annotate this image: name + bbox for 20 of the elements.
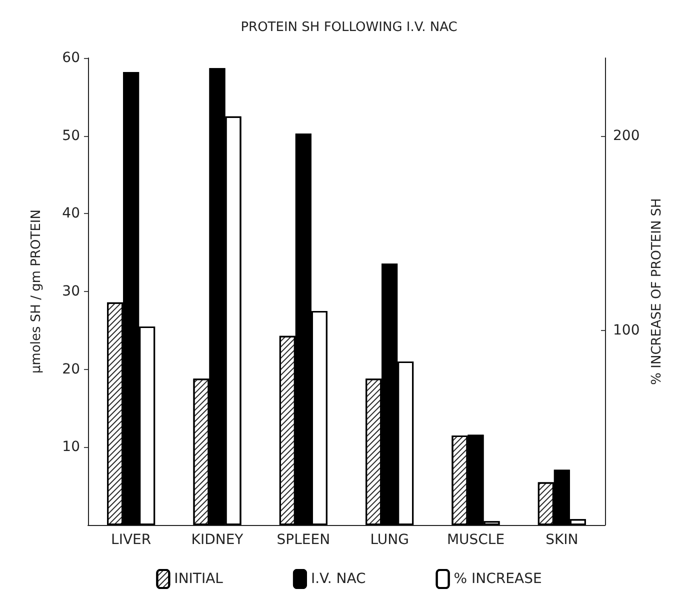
y-tick-label: 20: [62, 361, 80, 378]
y-tick-label: 40: [62, 206, 80, 222]
x-tick-label: LUNG: [370, 532, 409, 548]
legend-label: % INCREASE: [454, 571, 542, 587]
y2-tick-label: 200: [613, 128, 640, 144]
y-tick-label: 10: [62, 439, 80, 456]
x-tick-label: SKIN: [546, 532, 578, 548]
legend-label: I.V. NAC: [310, 571, 366, 587]
y-tick-label: 60: [62, 50, 80, 66]
y-axis-title: µmoles SH / gm PROTEIN: [29, 210, 44, 374]
y-tick-label: 30: [62, 284, 80, 300]
y2-tick-label: 100: [613, 322, 640, 338]
x-tick-label: SPLEEN: [276, 532, 330, 548]
legend-label: INITIAL: [174, 571, 224, 587]
x-tick-label: MUSCLE: [446, 532, 505, 548]
y-tick-label: 50: [62, 128, 80, 144]
chart-title: PROTEIN SH FOLLOWING I.V. NAC: [240, 20, 458, 35]
x-tick-label: LIVER: [111, 532, 152, 548]
y2-axis-title: % INCREASE OF PROTEIN SH: [650, 198, 665, 385]
x-tick-label: KIDNEY: [191, 532, 244, 548]
